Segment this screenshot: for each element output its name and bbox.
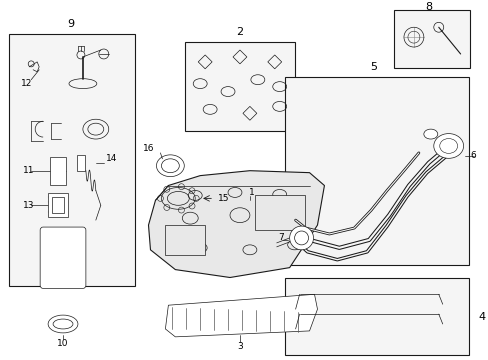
Bar (77, 155, 85, 171)
Text: 14: 14 (105, 154, 117, 163)
Ellipse shape (433, 134, 463, 158)
Text: 9: 9 (67, 19, 74, 29)
FancyBboxPatch shape (40, 227, 86, 288)
Text: 5: 5 (370, 62, 377, 72)
Text: 16: 16 (142, 144, 154, 153)
Text: 7: 7 (277, 233, 283, 242)
Bar (393, 10, 468, 68)
Text: 4: 4 (478, 312, 485, 322)
Bar (52, 197, 64, 213)
Text: 10: 10 (57, 339, 69, 348)
Text: 2: 2 (236, 27, 243, 37)
Text: 11: 11 (23, 166, 35, 175)
Text: 15: 15 (218, 194, 229, 203)
Bar (48, 193, 68, 217)
Bar (50, 157, 66, 185)
Text: 1: 1 (248, 188, 254, 197)
Bar (284, 278, 468, 355)
Bar (9, 34, 134, 287)
Bar (165, 225, 205, 255)
Polygon shape (165, 294, 317, 337)
Text: 6: 6 (469, 151, 475, 160)
Polygon shape (148, 171, 324, 278)
Bar (254, 195, 304, 230)
Text: 3: 3 (237, 342, 243, 351)
Text: 8: 8 (425, 3, 431, 13)
Bar (185, 42, 294, 131)
Text: 12: 12 (21, 79, 33, 88)
Text: 13: 13 (23, 201, 35, 210)
Bar (284, 77, 468, 265)
Circle shape (289, 226, 313, 250)
Ellipse shape (423, 129, 437, 139)
